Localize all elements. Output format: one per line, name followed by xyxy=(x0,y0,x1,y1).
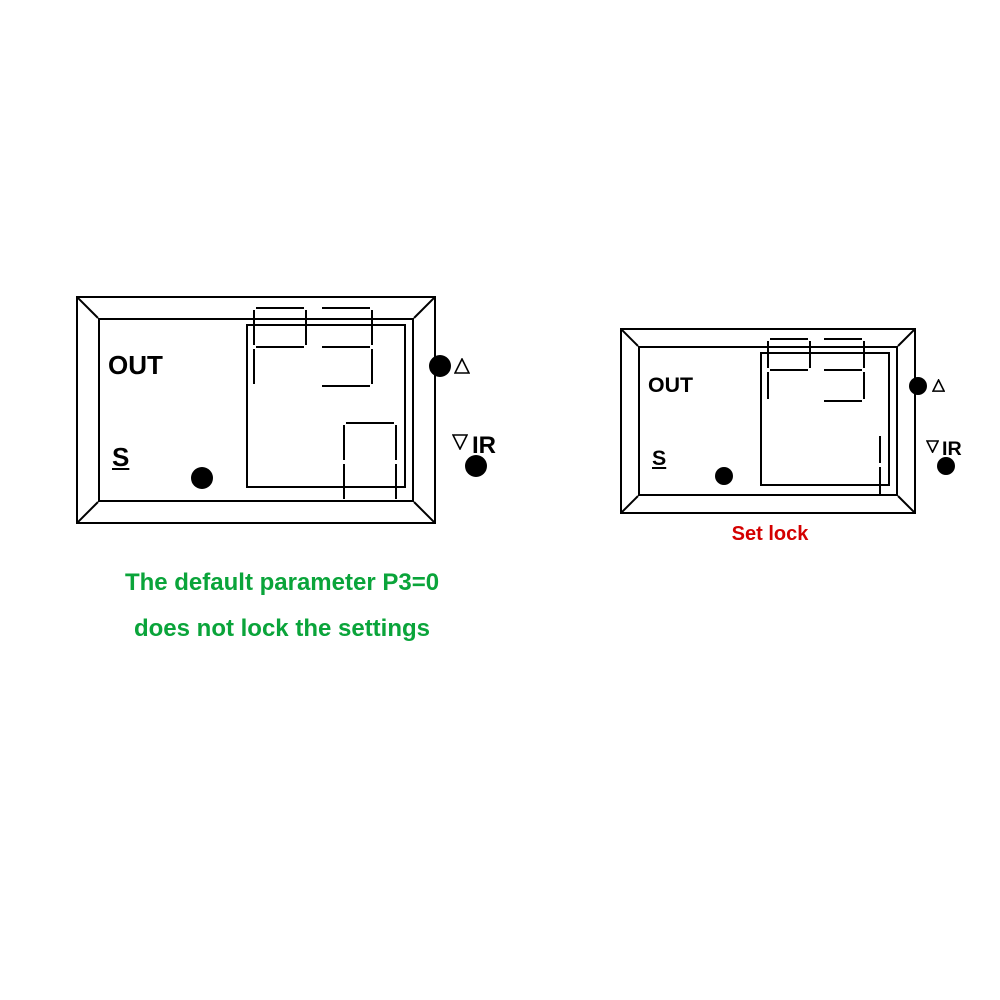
display-top-row xyxy=(766,337,866,408)
display-top-row xyxy=(252,306,374,393)
digit-top-1 xyxy=(318,306,374,393)
up-arrow-icon xyxy=(454,358,470,374)
digit-top-0 xyxy=(766,337,812,408)
up-dot[interactable] xyxy=(429,355,451,377)
label-s: S xyxy=(112,442,129,473)
up-dot[interactable] xyxy=(909,377,927,395)
caption-line-1: does not lock the settings xyxy=(92,606,472,652)
label-s: S xyxy=(652,446,666,471)
label-out: OUT xyxy=(108,350,163,381)
down-dot[interactable] xyxy=(937,457,955,475)
label-out: OUT xyxy=(648,373,693,398)
down-arrow-icon xyxy=(926,440,939,453)
caption-line-0: The default parameter P3=0 xyxy=(92,560,472,606)
down-arrow-icon xyxy=(452,434,468,450)
device-right: OUTSIR xyxy=(620,328,916,514)
digit-bottom-0 xyxy=(836,485,882,502)
caption-line-0: Set lock xyxy=(700,522,840,546)
up-arrow-icon xyxy=(932,379,945,392)
display-bottom-row xyxy=(836,432,882,503)
caption-left-caption: The default parameter P3=0does not lock … xyxy=(92,560,472,652)
down-dot[interactable] xyxy=(465,455,487,477)
digit-bottom-0 xyxy=(342,490,398,507)
digit-top-0 xyxy=(252,306,308,393)
caption-right-caption: Set lock xyxy=(700,522,840,546)
display-bottom-row xyxy=(342,421,398,508)
s-dot[interactable] xyxy=(715,467,733,485)
digit-top-1 xyxy=(820,337,866,408)
s-dot[interactable] xyxy=(191,467,213,489)
device-left: OUTSIR xyxy=(76,296,436,524)
